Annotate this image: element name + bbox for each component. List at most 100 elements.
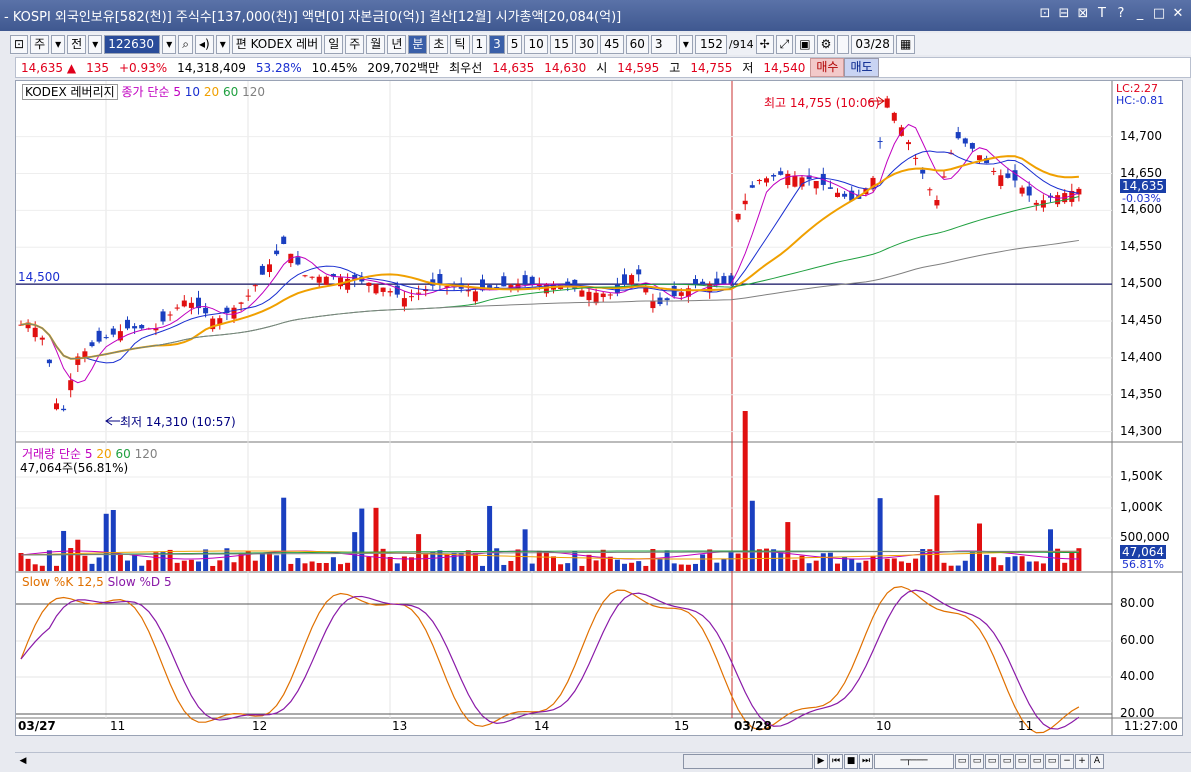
chevron-down-icon[interactable]: ▾ (162, 34, 177, 54)
chart-scrollbar[interactable]: ◀ ▶ ⏮ ■ ⏭ ─┬─── ▭ ▭ ▭ ▭ ▭ ▭ ▭ − + A (15, 752, 1191, 770)
volume-bar (969, 552, 975, 571)
view-icon-4[interactable]: ▭ (1000, 754, 1014, 769)
stoch-ytick: 40.00 (1120, 669, 1155, 683)
volume-bar (89, 563, 95, 571)
minute-45[interactable]: 45 (600, 34, 624, 54)
calendar-icon[interactable]: ▦ (895, 34, 916, 54)
minimize-button[interactable]: _ (1136, 6, 1144, 21)
volume-bar (891, 558, 897, 571)
candle-body (373, 284, 379, 294)
chevron-down-icon[interactable]: ▾ (51, 34, 66, 54)
volume-bar (870, 556, 876, 571)
period-second[interactable]: 초 (429, 34, 449, 54)
restore-icon[interactable]: ⊡ (1039, 6, 1051, 21)
stock-name-label[interactable]: 편 KODEX 레버 (231, 34, 323, 54)
view-icon-3[interactable]: ▭ (985, 754, 999, 769)
speaker-icon[interactable]: ◂) (194, 34, 214, 54)
volume-bar (707, 549, 713, 571)
view-icon-1[interactable]: ▭ (955, 754, 969, 769)
chevron-down-icon[interactable]: ▾ (215, 34, 230, 54)
gear-icon[interactable]: ⚙ (816, 34, 836, 54)
minute-select[interactable]: 3 (650, 34, 677, 54)
zoom-icon[interactable]: ⤢ (775, 34, 794, 54)
stock-code-input[interactable]: 122630 (104, 34, 161, 54)
prev-button[interactable]: 전 (67, 34, 87, 54)
minute-1[interactable]: 1 (471, 34, 488, 54)
view-icon-6[interactable]: ▭ (1030, 754, 1044, 769)
buy-button[interactable]: 매수 (810, 58, 845, 77)
volume-bar (345, 562, 351, 571)
sell-button[interactable]: 매도 (844, 58, 879, 77)
view-icon-5[interactable]: ▭ (1015, 754, 1029, 769)
candle-body (437, 274, 443, 285)
layout-icon[interactable]: ⊟ (1058, 6, 1070, 21)
minute-60[interactable]: 60 (625, 34, 649, 54)
date-input[interactable]: 03/28 (851, 34, 894, 54)
volume-bar (338, 564, 343, 571)
chart-area[interactable]: KODEX 레버리지 종가 단순 5 10 20 60 120 LC:2.27 … (15, 80, 1183, 736)
scroll-track[interactable] (683, 754, 813, 769)
candle-body (210, 318, 216, 330)
candle-body (259, 265, 265, 275)
volume-bar (1012, 556, 1018, 571)
volume-bar (352, 532, 358, 571)
period-week[interactable]: 주 (345, 34, 365, 54)
crosshair-icon[interactable]: ✢ (755, 34, 774, 54)
search-icon[interactable]: ⌕ (178, 34, 193, 54)
count-total: /914 (728, 37, 754, 51)
last-icon[interactable]: ⏭ (859, 754, 873, 769)
toolbar: ⊡ 주 ▾ 전 ▾ 122630 ▾ ⌕ ◂) ▾ 편 KODEX 레버 일 주… (10, 33, 1191, 55)
maximize-button[interactable]: □ (1152, 6, 1166, 21)
candle-body (565, 281, 571, 288)
candle-body (54, 403, 59, 410)
volume-bar (46, 550, 52, 571)
zoom-in-icon[interactable]: + (1075, 754, 1089, 769)
minute-30[interactable]: 30 (575, 34, 599, 54)
minute-5[interactable]: 5 (506, 34, 523, 54)
period-main[interactable]: 주 (30, 34, 50, 54)
minute-15[interactable]: 15 (549, 34, 573, 54)
volume-bar (898, 561, 904, 571)
close-button[interactable]: ✕ (1172, 6, 1184, 21)
chart-canvas[interactable] (16, 81, 1182, 735)
volume-bar (203, 549, 209, 571)
grid-icon[interactable]: ⊠ (1077, 6, 1089, 21)
minute-10[interactable]: 10 (524, 34, 548, 54)
help-icon[interactable]: ? (1117, 6, 1125, 21)
volume-bar (267, 552, 272, 571)
minute-3[interactable]: 3 (489, 34, 505, 54)
volume-bar (735, 553, 741, 571)
zoom-slider[interactable]: ─┬─── (874, 754, 954, 769)
volume-bar (430, 551, 436, 571)
hline-label: 14,500 (18, 270, 60, 284)
chevron-down-icon[interactable]: ▾ (678, 34, 693, 54)
date-checkbox[interactable] (837, 34, 850, 54)
candle-body (224, 307, 230, 313)
period-year[interactable]: 년 (387, 34, 407, 54)
font-icon[interactable]: T (1098, 6, 1106, 21)
period-day[interactable]: 일 (324, 34, 344, 54)
scroll-next-icon[interactable]: ▶ (814, 754, 828, 769)
text-icon[interactable]: A (1090, 754, 1104, 769)
chevron-down-icon[interactable]: ▾ (88, 34, 103, 54)
stop-icon[interactable]: ■ (844, 754, 858, 769)
save-icon[interactable]: ▣ (795, 34, 815, 54)
view-icon-2[interactable]: ▭ (970, 754, 984, 769)
period-month[interactable]: 월 (366, 34, 386, 54)
zoom-out-icon[interactable]: − (1060, 754, 1074, 769)
period-minute[interactable]: 분 (408, 34, 428, 54)
scroll-left-icon[interactable]: ◀ (19, 756, 27, 766)
volume-bar (622, 563, 627, 571)
count-input[interactable]: 152 (694, 34, 727, 54)
volume-bar (877, 498, 883, 571)
volume-bar (132, 554, 138, 571)
view-icon-7[interactable]: ▭ (1045, 754, 1059, 769)
volume-bar (437, 550, 443, 571)
candle-body (416, 292, 422, 294)
volume-bar (508, 560, 514, 571)
first-icon[interactable]: ⏮ (829, 754, 843, 769)
period-tick[interactable]: 틱 (450, 34, 470, 54)
volume-bar (316, 563, 322, 571)
layout-icon-button[interactable]: ⊡ (10, 34, 29, 54)
candle-body (302, 275, 308, 277)
